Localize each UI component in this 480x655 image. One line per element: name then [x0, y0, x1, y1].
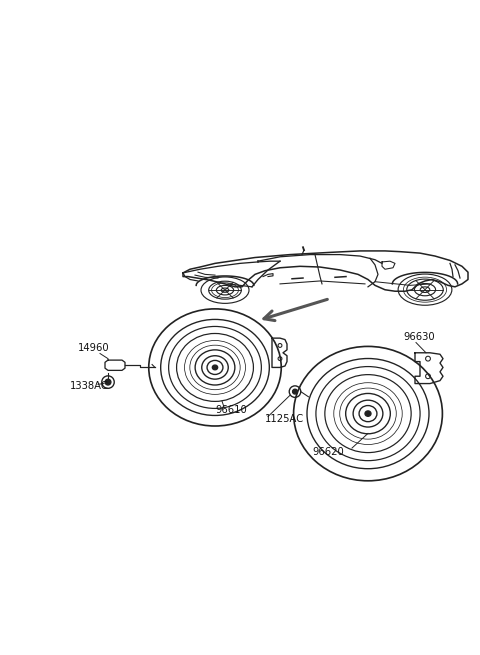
Text: 14960: 14960 — [78, 343, 109, 352]
Circle shape — [105, 379, 111, 385]
Text: 96620: 96620 — [312, 447, 344, 457]
Text: 96630: 96630 — [403, 331, 434, 342]
Text: 1125AC: 1125AC — [265, 415, 304, 424]
Circle shape — [293, 389, 298, 394]
Text: 1338AC: 1338AC — [70, 381, 109, 391]
Ellipse shape — [212, 365, 217, 370]
Ellipse shape — [365, 411, 371, 417]
Text: 96610: 96610 — [215, 405, 247, 415]
